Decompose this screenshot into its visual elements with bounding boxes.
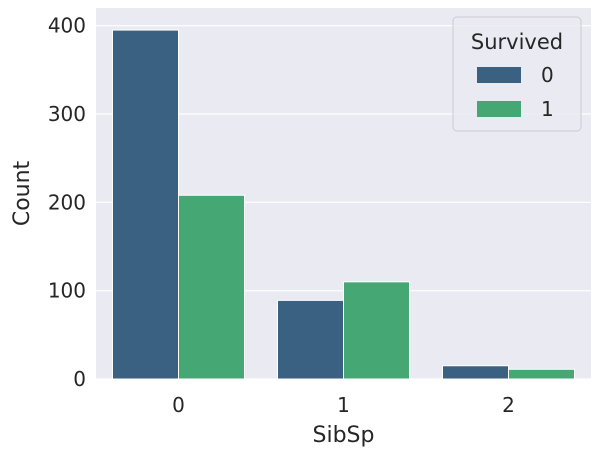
x-axis: 0 1 2 [172, 393, 515, 417]
bar-sibsp-1-survived-1 [343, 281, 410, 380]
y-axis: 0 100 200 300 400 [48, 14, 86, 391]
legend-label-1: 1 [541, 97, 554, 121]
x-tick-label: 0 [172, 393, 185, 417]
y-tick-label: 400 [48, 14, 86, 38]
bar-sibsp-0-survived-0 [112, 29, 179, 380]
legend-swatch-1 [477, 101, 521, 117]
legend-title: Survived [471, 30, 563, 54]
x-tick-label: 1 [337, 393, 350, 417]
y-tick-label: 300 [48, 102, 86, 126]
y-axis-label: Count [10, 160, 35, 226]
x-axis-label: SibSp [313, 423, 375, 448]
legend-items: 01 [477, 63, 554, 121]
y-tick-label: 0 [73, 367, 86, 391]
y-tick-label: 200 [48, 190, 86, 214]
bars [112, 29, 575, 380]
legend: Survived 01 [452, 16, 582, 132]
x-tick-label: 2 [502, 393, 515, 417]
bar-sibsp-2-survived-1 [508, 368, 575, 380]
bar-sibsp-2-survived-0 [442, 365, 509, 380]
bar-sibsp-0-survived-1 [178, 194, 245, 380]
legend-swatch-0 [477, 67, 521, 83]
bar-sibsp-1-survived-0 [277, 299, 344, 380]
y-tick-label: 100 [48, 279, 86, 303]
legend-label-0: 0 [541, 63, 554, 87]
